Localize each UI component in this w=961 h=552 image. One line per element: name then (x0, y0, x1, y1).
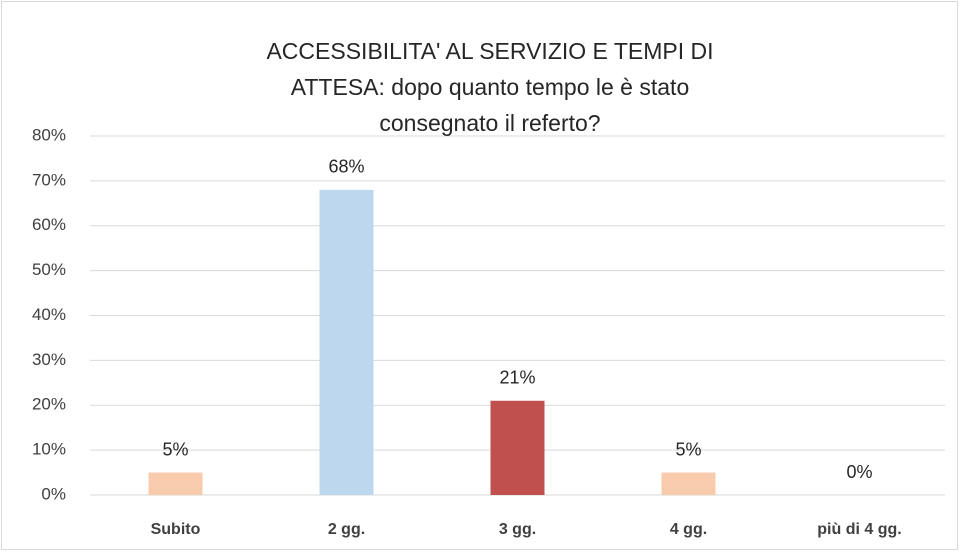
y-tick-label: 0% (41, 484, 66, 503)
data-label: 5% (675, 439, 701, 459)
data-label: 68% (328, 157, 364, 177)
y-tick-label: 60% (32, 215, 66, 234)
y-tick-label: 10% (32, 440, 66, 459)
x-tick-label: 3 gg. (499, 521, 536, 538)
y-tick-label: 20% (32, 395, 66, 414)
bar (490, 400, 545, 495)
bar (661, 472, 716, 495)
data-label: 21% (499, 368, 535, 388)
chart-title: ACCESSIBILITA' AL SERVIZIO E TEMPI DI AT… (266, 38, 714, 136)
y-tick-label: 70% (32, 170, 66, 189)
y-tick-label: 40% (32, 305, 66, 324)
bar (148, 472, 203, 495)
data-label: 5% (162, 439, 188, 459)
x-tick-label: 2 gg. (328, 521, 365, 538)
x-tick-label: Subito (151, 521, 201, 538)
bar (319, 189, 374, 495)
data-label: 0% (846, 462, 872, 482)
y-tick-label: 50% (32, 260, 66, 279)
x-tick-label: 4 gg. (670, 521, 707, 538)
y-tick-label: 30% (32, 350, 66, 369)
x-tick-label: più di 4 gg. (817, 521, 901, 538)
y-tick-label: 80% (32, 125, 66, 144)
